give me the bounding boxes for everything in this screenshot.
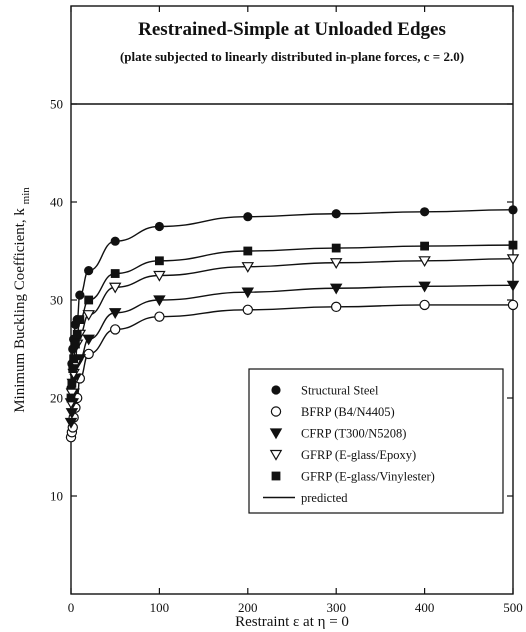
y-tick-label: 10: [50, 489, 63, 504]
gfrp-vinylester-point: [331, 243, 341, 253]
legend-label: Structural Steel: [301, 384, 379, 398]
gfrp-vinylester-point: [420, 241, 429, 251]
gfrp-vinylester-point: [69, 354, 79, 364]
gfrp-vinylester-point: [67, 378, 77, 388]
steel-point: [508, 205, 518, 215]
gfrp-epoxy-point: [241, 262, 255, 273]
y-tick-label: 30: [50, 293, 63, 308]
bfrp-point: [507, 299, 519, 311]
bfrp-point: [242, 304, 253, 315]
legend-box: [248, 368, 504, 514]
legend-marker: [270, 406, 282, 417]
bfrp-point: [154, 311, 165, 322]
steel-point: [331, 209, 341, 219]
gfrp-vinylester-point: [84, 295, 94, 305]
cfrp-point: [82, 334, 95, 346]
x-axis-ticks: 0 100 200 300 400 500: [68, 6, 523, 615]
y-axis-label-subscript: min: [20, 187, 32, 205]
x-axis-label: Restraint ε at η = 0: [235, 614, 349, 630]
x-tick-label: 100: [150, 600, 170, 615]
steel-point: [84, 266, 94, 276]
x-axis-label-text: Restraint ε at η = 0: [235, 614, 349, 630]
x-tick-label: 0: [68, 600, 75, 615]
cfrp-point: [329, 283, 343, 295]
cfrp-point: [64, 417, 78, 429]
y-axis-label-text: Minimum Buckling Coefficient, k: [12, 208, 28, 413]
legend-predicted: predicted: [263, 491, 348, 505]
legend-label: predicted: [301, 491, 348, 505]
gfrp-vinylester-point: [75, 315, 85, 324]
legend-steel: Structural Steel: [271, 384, 379, 398]
legend: Structural Steel BFRP (B4/N4405) CFRP (T30…: [248, 368, 504, 514]
cfrp-point: [65, 408, 79, 419]
steel-point: [243, 212, 253, 222]
steel-point: [75, 290, 85, 300]
bfrp-point: [83, 348, 94, 360]
legend-marker: [269, 428, 283, 440]
legend-marker: [271, 471, 281, 481]
legend-items: Structural Steel BFRP (B4/N4405) CFRP (T30…: [263, 384, 435, 505]
gfrp-epoxy-point: [418, 256, 431, 267]
y-axis-label: Minimum Buckling Coefficient, k min: [12, 187, 32, 413]
gfrp-vinylester-point: [71, 339, 80, 349]
legend-bfrp: BFRP (B4/N4405): [270, 405, 395, 419]
cfrp-point: [418, 281, 431, 293]
legend-label: GFRP (E-glass/Vinylester): [301, 470, 435, 484]
gfrp-vinylester-point: [66, 393, 76, 403]
gfrp-epoxy-point: [329, 258, 343, 269]
x-tick-label: 400: [415, 600, 435, 615]
cfrp-point: [241, 287, 255, 299]
gfrp-epoxy-point: [506, 254, 520, 266]
x-tick-label: 200: [238, 600, 258, 615]
predicted-curve: [70, 209, 514, 389]
cfrp-point: [153, 295, 166, 307]
gfrp-vinylester-point: [110, 269, 120, 278]
gfrp-epoxy-point: [153, 270, 166, 282]
gfrp-vinylester-point: [68, 364, 78, 373]
gfrp-vinylester-point: [243, 246, 253, 256]
cfrp-point: [506, 280, 520, 292]
bfrp-point: [331, 301, 342, 313]
bfrp-point: [419, 299, 430, 311]
bfrp-point: [109, 324, 121, 335]
chart-subtitle: (plate subjected to linearly distributed…: [120, 49, 464, 64]
gfrp-vinylester-point: [508, 240, 518, 250]
steel-point: [110, 236, 120, 246]
data-markers: [64, 205, 520, 443]
steel-point: [420, 207, 430, 217]
y-tick-label: 40: [50, 195, 63, 210]
legend-marker: [269, 449, 283, 461]
y-tick-label: 50: [50, 97, 63, 112]
y-tick-label: 20: [50, 391, 63, 406]
x-tick-label: 500: [503, 600, 523, 615]
legend-label: GFRP (E-glass/Epoxy): [301, 448, 416, 462]
x-tick-label: 300: [326, 600, 346, 615]
legend-gfrp-vinylester: GFRP (E-glass/Vinylester): [271, 470, 435, 484]
legend-gfrp-epoxy: GFRP (E-glass/Epoxy): [269, 448, 416, 462]
gfrp-vinylester-point: [155, 256, 164, 266]
gfrp-epoxy-point: [82, 310, 95, 321]
legend-cfrp: CFRP (T300/N5208): [269, 427, 406, 441]
gfrp-epoxy-point: [108, 282, 122, 294]
steel-point: [154, 221, 164, 232]
gfrp-vinylester-point: [72, 329, 82, 339]
legend-marker: [271, 385, 281, 395]
chart-title: Restrained-Simple at Unloaded Edges: [138, 19, 446, 40]
legend-label: BFRP (B4/N4405): [301, 405, 395, 419]
legend-label: CFRP (T300/N5208): [301, 427, 406, 441]
cfrp-point: [108, 308, 122, 319]
